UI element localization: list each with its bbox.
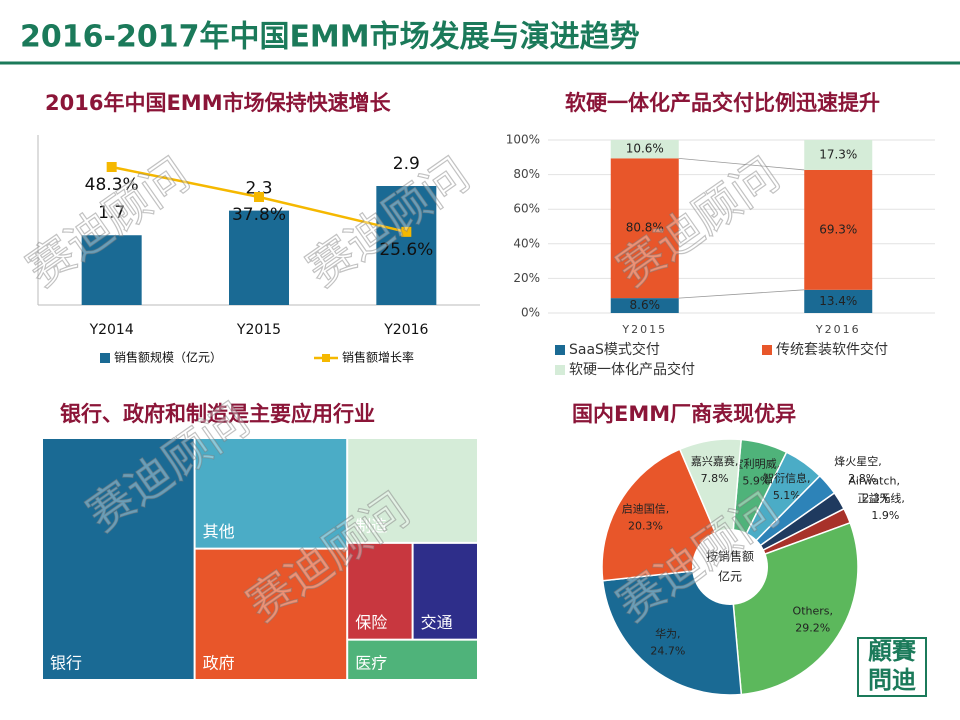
y-tick-label: 40% [513, 236, 540, 250]
data-label: 17.3% [819, 147, 857, 161]
slice-label: 嘉兴嘉赛, [691, 454, 739, 468]
slice-label: 烽火星空, [834, 454, 882, 468]
center-label: 按销售额 [706, 549, 754, 564]
slice-value: 2.8% [848, 472, 876, 485]
treemap-label: 交通 [421, 613, 453, 632]
data-label: 2.3 [245, 179, 272, 199]
slice-value: 7.8% [701, 472, 729, 485]
line-marker [401, 226, 412, 237]
y-tick-label: 80% [513, 167, 540, 181]
slice-value: 29.2% [795, 621, 830, 634]
legend-swatch [555, 365, 565, 375]
legend-swatch [100, 353, 110, 363]
data-label: 80.8% [626, 221, 664, 235]
data-label: 2.9 [393, 154, 420, 174]
treemap-cell [195, 549, 347, 679]
x-tick-label: Y2015 [621, 323, 667, 336]
donut-slice [601, 566, 743, 696]
logo-text: 問迪 [868, 666, 916, 694]
donut-hole [692, 529, 768, 605]
chart-title: 软硬一体化产品交付比例迅速提升 [565, 91, 880, 115]
legend-label: 软硬一体化产品交付 [569, 361, 695, 378]
center-label: 亿元 [718, 569, 742, 584]
series-line [678, 289, 805, 299]
bar-segment [804, 140, 873, 170]
data-label: 37.8% [232, 205, 286, 225]
chart-title: 国内EMM厂商表现优异 [572, 402, 796, 426]
x-tick-label: Y2014 [89, 322, 134, 338]
legend-swatch [322, 354, 330, 362]
data-label: 25.6% [379, 240, 433, 260]
slice-value: 2.3% [862, 491, 890, 504]
slice-value: 1.9% [871, 509, 899, 522]
data-label: 10.6% [626, 142, 664, 156]
slice-label: 启迪国信, [622, 502, 670, 515]
treemap-label: 其他 [203, 522, 235, 541]
line-marker [254, 192, 264, 202]
slide-title: 2016-2017年中国EMM市场发展与演进趋势 [20, 20, 640, 55]
legend-swatch [762, 345, 772, 355]
bar-segment [610, 298, 679, 313]
treemap-cell [43, 439, 194, 679]
slice-value: 5.9% [742, 475, 770, 488]
y-tick-label: 100% [506, 133, 540, 147]
bar-segment [610, 158, 679, 299]
slice-label: 华为, [655, 627, 681, 641]
chart-title: 银行、政府和制造是主要应用行业 [60, 402, 375, 426]
slice-label: 智衍信息, [763, 471, 811, 485]
treemap-cell [348, 640, 477, 679]
bar [376, 186, 437, 305]
series-line [678, 157, 805, 171]
data-label: 48.3% [85, 175, 139, 195]
y-tick-label: 60% [513, 202, 540, 216]
slice-label: Others, [793, 604, 833, 617]
treemap-cell [348, 439, 477, 542]
treemap-cell [348, 543, 412, 639]
treemap-label: 医疗 [355, 654, 387, 673]
slice-label: 正益无线, [857, 491, 905, 505]
y-tick-label: 20% [513, 271, 540, 285]
slice-value: 5.1% [773, 489, 801, 502]
treemap-label: 政府 [203, 654, 235, 673]
bar-segment [610, 140, 679, 159]
data-label: 69.3% [819, 222, 857, 236]
y-tick-label: 0% [521, 306, 540, 320]
bar [81, 235, 142, 305]
treemap-cell [413, 543, 477, 639]
x-tick-label: Y2016 [383, 322, 428, 338]
legend-label: 销售额规模（亿元） [114, 350, 222, 365]
line-marker [106, 162, 117, 172]
slice-label: 宝利明威, [733, 457, 781, 471]
treemap-label: 银行 [50, 654, 82, 673]
logo-box [857, 637, 927, 697]
treemap-cell [195, 439, 347, 548]
slice-value: 20.3% [628, 519, 663, 532]
data-label: 8.6% [630, 298, 661, 312]
bar [229, 210, 289, 305]
legend-swatch [555, 345, 565, 355]
data-label: 13.4% [819, 294, 857, 308]
bar-segment [804, 169, 873, 290]
treemap-label: 制造 [355, 516, 387, 535]
logo-text: 顧賽 [868, 637, 917, 665]
x-tick-label: Y2016 [815, 323, 861, 336]
legend-label: SaaS模式交付 [569, 341, 660, 358]
legend-label: 传统套装软件交付 [776, 341, 888, 358]
data-label: 1.7 [98, 203, 125, 223]
slice-label: Airwatch, [848, 474, 900, 487]
chart-title: 2016年中国EMM市场保持快速增长 [45, 91, 392, 115]
bar-segment [804, 289, 873, 313]
x-tick-label: Y2015 [236, 322, 281, 338]
slice-value: 24.7% [650, 645, 685, 658]
legend-label: 销售额增长率 [342, 350, 414, 365]
treemap-label: 保险 [355, 613, 387, 632]
